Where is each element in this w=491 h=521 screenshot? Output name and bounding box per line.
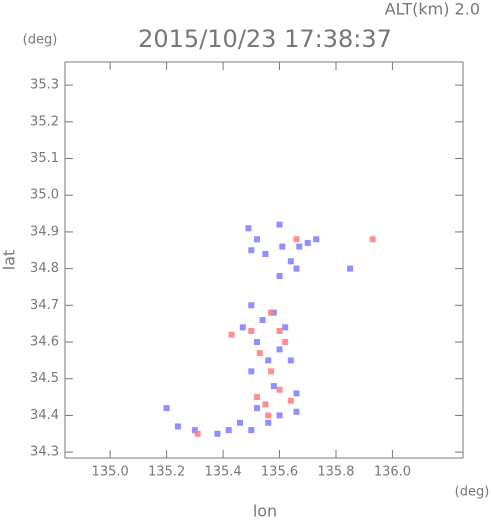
- radar-point: [253, 236, 260, 243]
- radar-point: [265, 412, 272, 419]
- radar-point: [268, 309, 275, 316]
- radar-point: [262, 401, 269, 408]
- radar-point: [304, 239, 311, 246]
- radar-point: [287, 258, 294, 265]
- radar-point: [282, 339, 289, 346]
- y-axis-label: lat: [0, 250, 19, 271]
- radar-point: [245, 225, 252, 232]
- x-tick-label: 135.0: [92, 465, 129, 480]
- radar-point: [248, 302, 255, 309]
- y-tick-label: 34.8: [30, 261, 59, 276]
- radar-point: [313, 236, 320, 243]
- y-tick-label: 34.3: [30, 445, 59, 460]
- radar-point: [228, 331, 235, 338]
- radar-point: [279, 243, 286, 250]
- radar-point: [276, 221, 283, 228]
- radar-point: [253, 339, 260, 346]
- radar-point: [268, 368, 275, 375]
- radar-point: [296, 243, 303, 250]
- radar-point: [265, 357, 272, 364]
- plot-frame: [64, 61, 464, 459]
- radar-point: [239, 324, 246, 331]
- y-tick-label: 34.4: [30, 408, 59, 423]
- x-unit: (deg): [455, 485, 490, 500]
- y-tick-label: 35.1: [30, 151, 59, 166]
- radar-point: [276, 346, 283, 353]
- radar-point: [259, 317, 266, 324]
- radar-point: [276, 386, 283, 393]
- radar-point: [191, 427, 198, 434]
- y-tick-label: 35.2: [30, 114, 59, 129]
- y-tick-label: 35.3: [30, 78, 59, 93]
- radar-point: [194, 430, 201, 437]
- radar-point: [282, 324, 289, 331]
- x-tick-label: 135.2: [148, 465, 185, 480]
- radar-point: [293, 408, 300, 415]
- radar-point: [293, 390, 300, 397]
- y-tick-label: 34.7: [30, 298, 59, 313]
- radar-point: [214, 430, 221, 437]
- radar-point: [248, 328, 255, 335]
- x-tick-label: 136.0: [374, 465, 411, 480]
- y-tick-label: 34.5: [30, 371, 59, 386]
- radar-point: [265, 419, 272, 426]
- y-tick-label: 34.6: [30, 335, 59, 350]
- radar-point: [293, 236, 300, 243]
- radar-point: [248, 247, 255, 254]
- radar-point: [225, 427, 232, 434]
- x-tick-label: 135.6: [261, 465, 298, 480]
- radar-point: [293, 265, 300, 272]
- radar-point: [248, 427, 255, 434]
- radar-point: [276, 272, 283, 279]
- radar-point: [174, 423, 181, 430]
- radar-point: [253, 394, 260, 401]
- y-tick-label: 34.9: [30, 224, 59, 239]
- radar-point: [256, 350, 263, 357]
- y-unit: (deg): [23, 33, 58, 48]
- radar-point: [347, 265, 354, 272]
- chart-title: 2015/10/23 17:38:37: [138, 25, 392, 53]
- radar-point: [287, 397, 294, 404]
- chart-subtitle: ALT(km) 2.0: [385, 0, 480, 19]
- radar-point: [276, 412, 283, 419]
- radar-point: [253, 405, 260, 412]
- radar-point: [369, 236, 376, 243]
- radar-point: [262, 250, 269, 257]
- x-tick-label: 135.4: [204, 465, 241, 480]
- radar-point: [248, 368, 255, 375]
- radar-point: [270, 383, 277, 390]
- radar-point: [163, 405, 170, 412]
- radar-point: [276, 328, 283, 335]
- x-axis-label: lon: [253, 502, 277, 521]
- radar-point: [237, 419, 244, 426]
- radar-point: [287, 357, 294, 364]
- x-tick-label: 135.8: [317, 465, 354, 480]
- y-tick-label: 35.0: [30, 188, 59, 203]
